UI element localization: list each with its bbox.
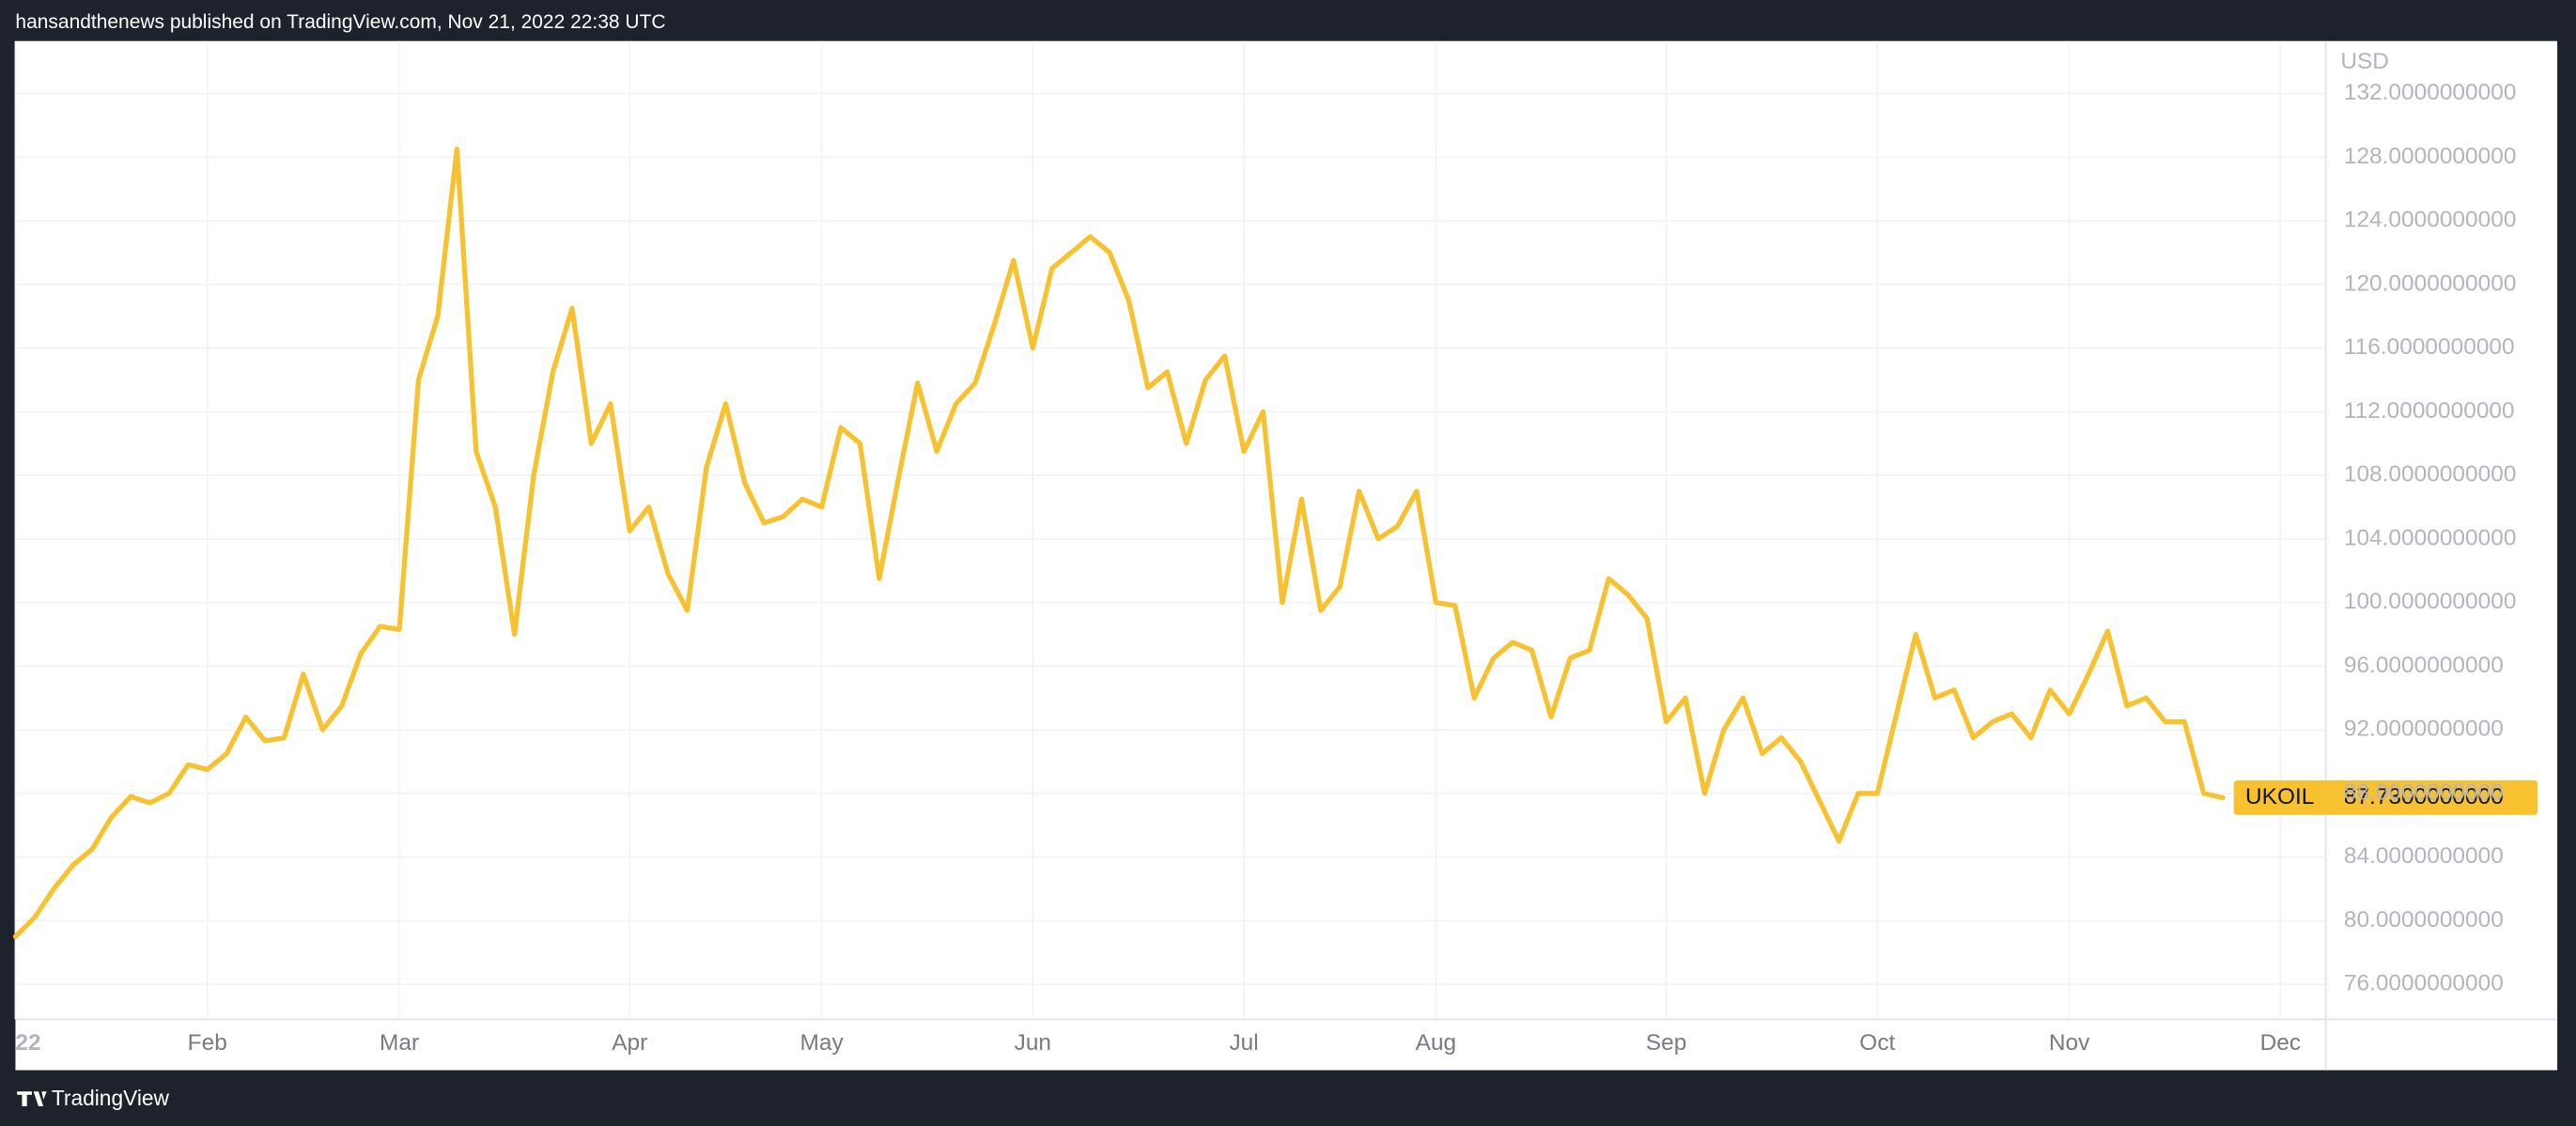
header-text: hansandthenews published on TradingView.…	[15, 11, 665, 33]
plot: UKOIL 87.7300000000	[12, 147, 2538, 939]
chart-panel	[15, 40, 2558, 1071]
price-line	[12, 147, 2226, 939]
y-tick-label: 88.0000000000	[2344, 779, 2504, 805]
x-tick-label: Mar	[380, 1030, 419, 1056]
y-tick-label: 128.0000000000	[2344, 144, 2517, 169]
y-tick-label: 120.0000000000	[2344, 270, 2517, 296]
footer-brand: TradingView	[52, 1086, 170, 1110]
x-tick-label: Oct	[1859, 1030, 1895, 1056]
y-tick-label: 80.0000000000	[2344, 907, 2504, 933]
price-label: 87.7300000000	[2344, 784, 2504, 810]
y-tick-label: 92.0000000000	[2344, 717, 2504, 742]
series-name-label: UKOIL	[2245, 784, 2314, 810]
x-tick-label: Dec	[2260, 1030, 2301, 1056]
y-tick-label: 112.0000000000	[2344, 398, 2515, 424]
x-tick-label: Feb	[188, 1030, 227, 1056]
y-tick-label: 84.0000000000	[2344, 843, 2504, 869]
x-tick-label: Jun	[1015, 1030, 1051, 1056]
x-tick-label: Jul	[1229, 1030, 1258, 1056]
y-tick-label: 132.0000000000	[2344, 80, 2517, 105]
y-tick-label: 96.0000000000	[2344, 653, 2504, 678]
y-tick-label: 104.0000000000	[2344, 525, 2517, 550]
y-tick-label: 100.0000000000	[2344, 589, 2517, 614]
axis-unit: USD	[2340, 49, 2389, 74]
price-label-box	[2233, 780, 2538, 815]
x-tick-label: Apr	[612, 1030, 647, 1056]
x-tick-label: Nov	[2049, 1030, 2090, 1056]
y-tick-label: 124.0000000000	[2344, 208, 2517, 233]
y-tick-label: 76.0000000000	[2344, 971, 2504, 996]
x-tick-label: Sep	[1646, 1030, 1687, 1056]
y-tick-label: 108.0000000000	[2344, 462, 2517, 487]
x-tick-label: May	[799, 1030, 844, 1056]
x-tick-label: 22	[15, 1030, 40, 1056]
x-tick-label: Aug	[1416, 1030, 1457, 1056]
y-tick-label: 116.0000000000	[2344, 334, 2515, 360]
logo-icon	[17, 1091, 47, 1107]
grid	[14, 40, 2326, 1020]
